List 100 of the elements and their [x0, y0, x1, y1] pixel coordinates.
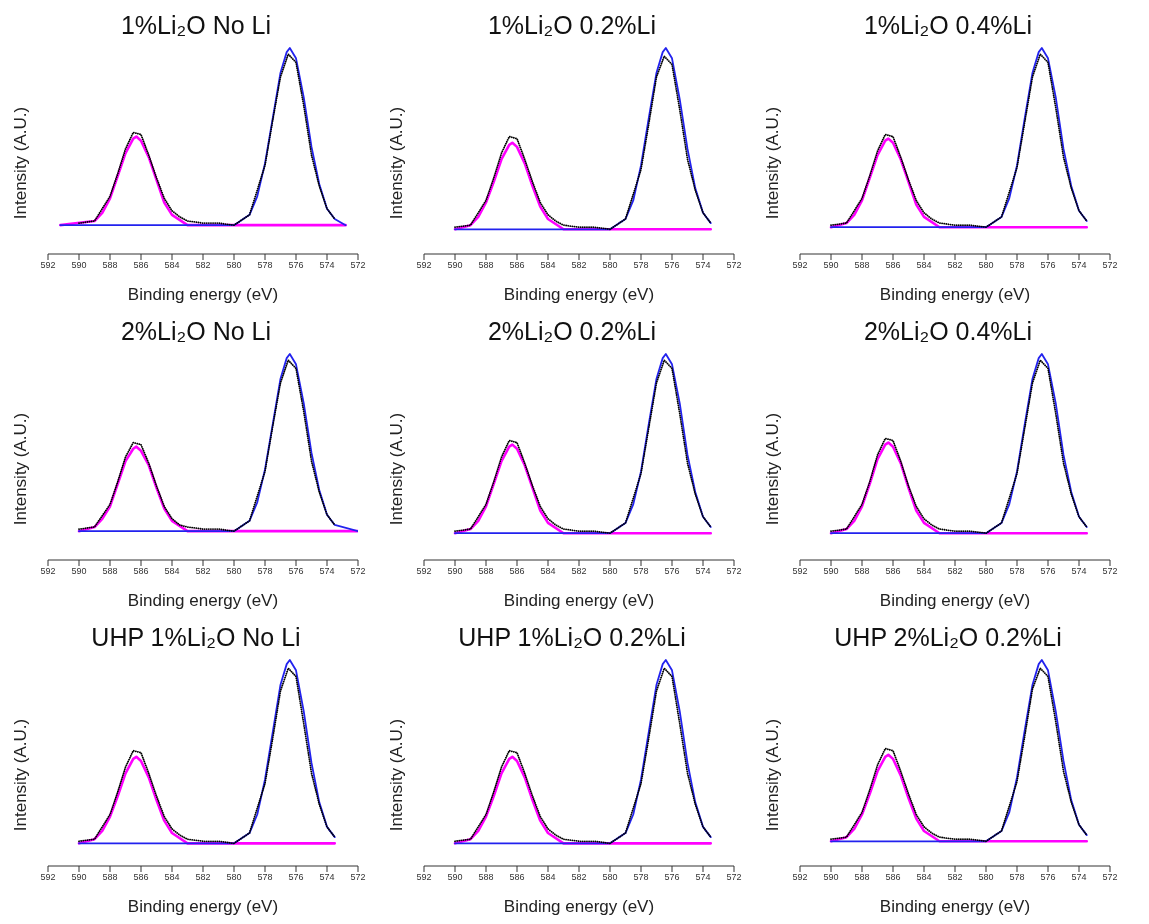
x-tick-label: 586: [885, 566, 901, 577]
x-tick-label: 588: [478, 566, 494, 577]
x-tick-label: 576: [1040, 566, 1056, 577]
x-tick-label: 592: [40, 872, 56, 883]
x-tick-label: 590: [823, 872, 839, 883]
x-tick-label: 580: [602, 566, 618, 577]
x-tick-label: 590: [71, 872, 87, 883]
x-tick-label: 582: [195, 566, 211, 577]
x-tick-label: 574: [695, 566, 711, 577]
x-tick-label: 582: [947, 872, 963, 883]
x-tick-label: 582: [195, 260, 211, 271]
x-tick-label: 584: [540, 260, 556, 271]
x-tick-label: 580: [226, 872, 242, 883]
x-tick-label: 584: [540, 872, 556, 883]
y-axis-title: Intensity (A.U.): [763, 412, 783, 526]
y-axis-title: Intensity (A.U.): [387, 106, 407, 220]
x-tick-label: 588: [102, 260, 118, 271]
x-tick-label: 574: [695, 260, 711, 271]
x-tick-label: 592: [40, 260, 56, 271]
x-tick-label: 572: [350, 260, 366, 271]
x-tick-label: 582: [571, 566, 587, 577]
x-tick-label: 588: [854, 566, 870, 577]
x-tick-label: 592: [792, 260, 808, 271]
x-tick-label: 582: [195, 872, 211, 883]
x-tick-label: 592: [40, 566, 56, 577]
x-tick-label: 584: [916, 872, 932, 883]
x-tick-label: 572: [726, 872, 742, 883]
x-axis-title: Binding energy (eV): [503, 591, 655, 610]
x-tick-label: 576: [664, 872, 680, 883]
x-tick-label: 578: [633, 566, 649, 577]
x-tick-label: 584: [164, 872, 180, 883]
chart-title: UHP 1%Li₂O No Li: [90, 622, 302, 653]
x-tick-label: 574: [1071, 566, 1087, 577]
x-tick-label: 590: [823, 566, 839, 577]
chart-title: UHP 1%Li₂O 0.2%Li: [457, 622, 687, 653]
x-tick-label: 590: [823, 260, 839, 271]
y-axis-title: Intensity (A.U.): [763, 718, 783, 832]
x-axis-title: Binding energy (eV): [503, 285, 655, 304]
x-tick-label: 580: [226, 566, 242, 577]
x-tick-label: 590: [71, 260, 87, 271]
x-tick-label: 588: [854, 872, 870, 883]
x-tick-label: 572: [1102, 872, 1118, 883]
x-tick-label: 578: [633, 872, 649, 883]
x-tick-label: 572: [726, 566, 742, 577]
x-tick-label: 586: [509, 872, 525, 883]
x-tick-label: 578: [1009, 566, 1025, 577]
x-tick-label: 588: [102, 872, 118, 883]
x-tick-label: 584: [916, 260, 932, 271]
x-tick-label: 574: [319, 566, 335, 577]
x-tick-label: 578: [257, 260, 273, 271]
x-tick-label: 590: [447, 260, 463, 271]
x-tick-label: 578: [633, 260, 649, 271]
x-tick-label: 578: [1009, 872, 1025, 883]
y-axis-title: Intensity (A.U.): [763, 106, 783, 220]
x-tick-label: 574: [695, 872, 711, 883]
x-tick-label: 592: [416, 872, 432, 883]
x-tick-label: 578: [257, 872, 273, 883]
chart-title: 2%Li₂O 0.4%Li: [862, 316, 1034, 347]
x-tick-label: 574: [319, 260, 335, 271]
x-tick-label: 574: [319, 872, 335, 883]
x-tick-label: 574: [1071, 872, 1087, 883]
x-tick-label: 584: [164, 260, 180, 271]
x-tick-label: 576: [664, 566, 680, 577]
x-tick-label: 572: [1102, 566, 1118, 577]
x-tick-label: 576: [288, 566, 304, 577]
x-tick-label: 586: [133, 872, 149, 883]
x-tick-label: 592: [416, 260, 432, 271]
x-tick-label: 572: [726, 260, 742, 271]
x-tick-label: 590: [447, 872, 463, 883]
y-axis-title: Intensity (A.U.): [11, 718, 31, 832]
x-tick-label: 588: [478, 260, 494, 271]
x-tick-label: 580: [602, 260, 618, 271]
x-tick-label: 592: [792, 872, 808, 883]
x-axis-title: Binding energy (eV): [127, 285, 279, 304]
x-tick-label: 590: [447, 566, 463, 577]
chart-title: UHP 2%Li₂O 0.2%Li: [833, 622, 1063, 653]
x-tick-label: 582: [947, 260, 963, 271]
x-tick-label: 574: [1071, 260, 1087, 271]
x-tick-label: 572: [1102, 260, 1118, 271]
x-tick-label: 588: [102, 566, 118, 577]
x-tick-label: 576: [1040, 260, 1056, 271]
x-tick-label: 580: [602, 872, 618, 883]
chart-title: 2%Li₂O 0.2%Li: [486, 316, 658, 347]
chart-title: 1%Li₂O 0.4%Li: [862, 10, 1034, 41]
x-tick-label: 584: [164, 566, 180, 577]
x-tick-label: 592: [792, 566, 808, 577]
chart-title: 2%Li₂O No Li: [119, 316, 273, 347]
x-axis-title: Binding energy (eV): [879, 285, 1031, 304]
chart-title: 1%Li₂O 0.2%Li: [486, 10, 658, 41]
x-tick-label: 576: [288, 872, 304, 883]
x-axis-title: Binding energy (eV): [879, 591, 1031, 610]
x-tick-label: 590: [71, 566, 87, 577]
x-tick-label: 572: [350, 566, 366, 577]
x-tick-label: 582: [571, 872, 587, 883]
x-tick-label: 586: [509, 566, 525, 577]
x-axis-title: Binding energy (eV): [503, 897, 655, 916]
x-tick-label: 576: [288, 260, 304, 271]
x-tick-label: 584: [540, 566, 556, 577]
x-axis-title: Binding energy (eV): [879, 897, 1031, 916]
x-tick-label: 580: [978, 260, 994, 271]
